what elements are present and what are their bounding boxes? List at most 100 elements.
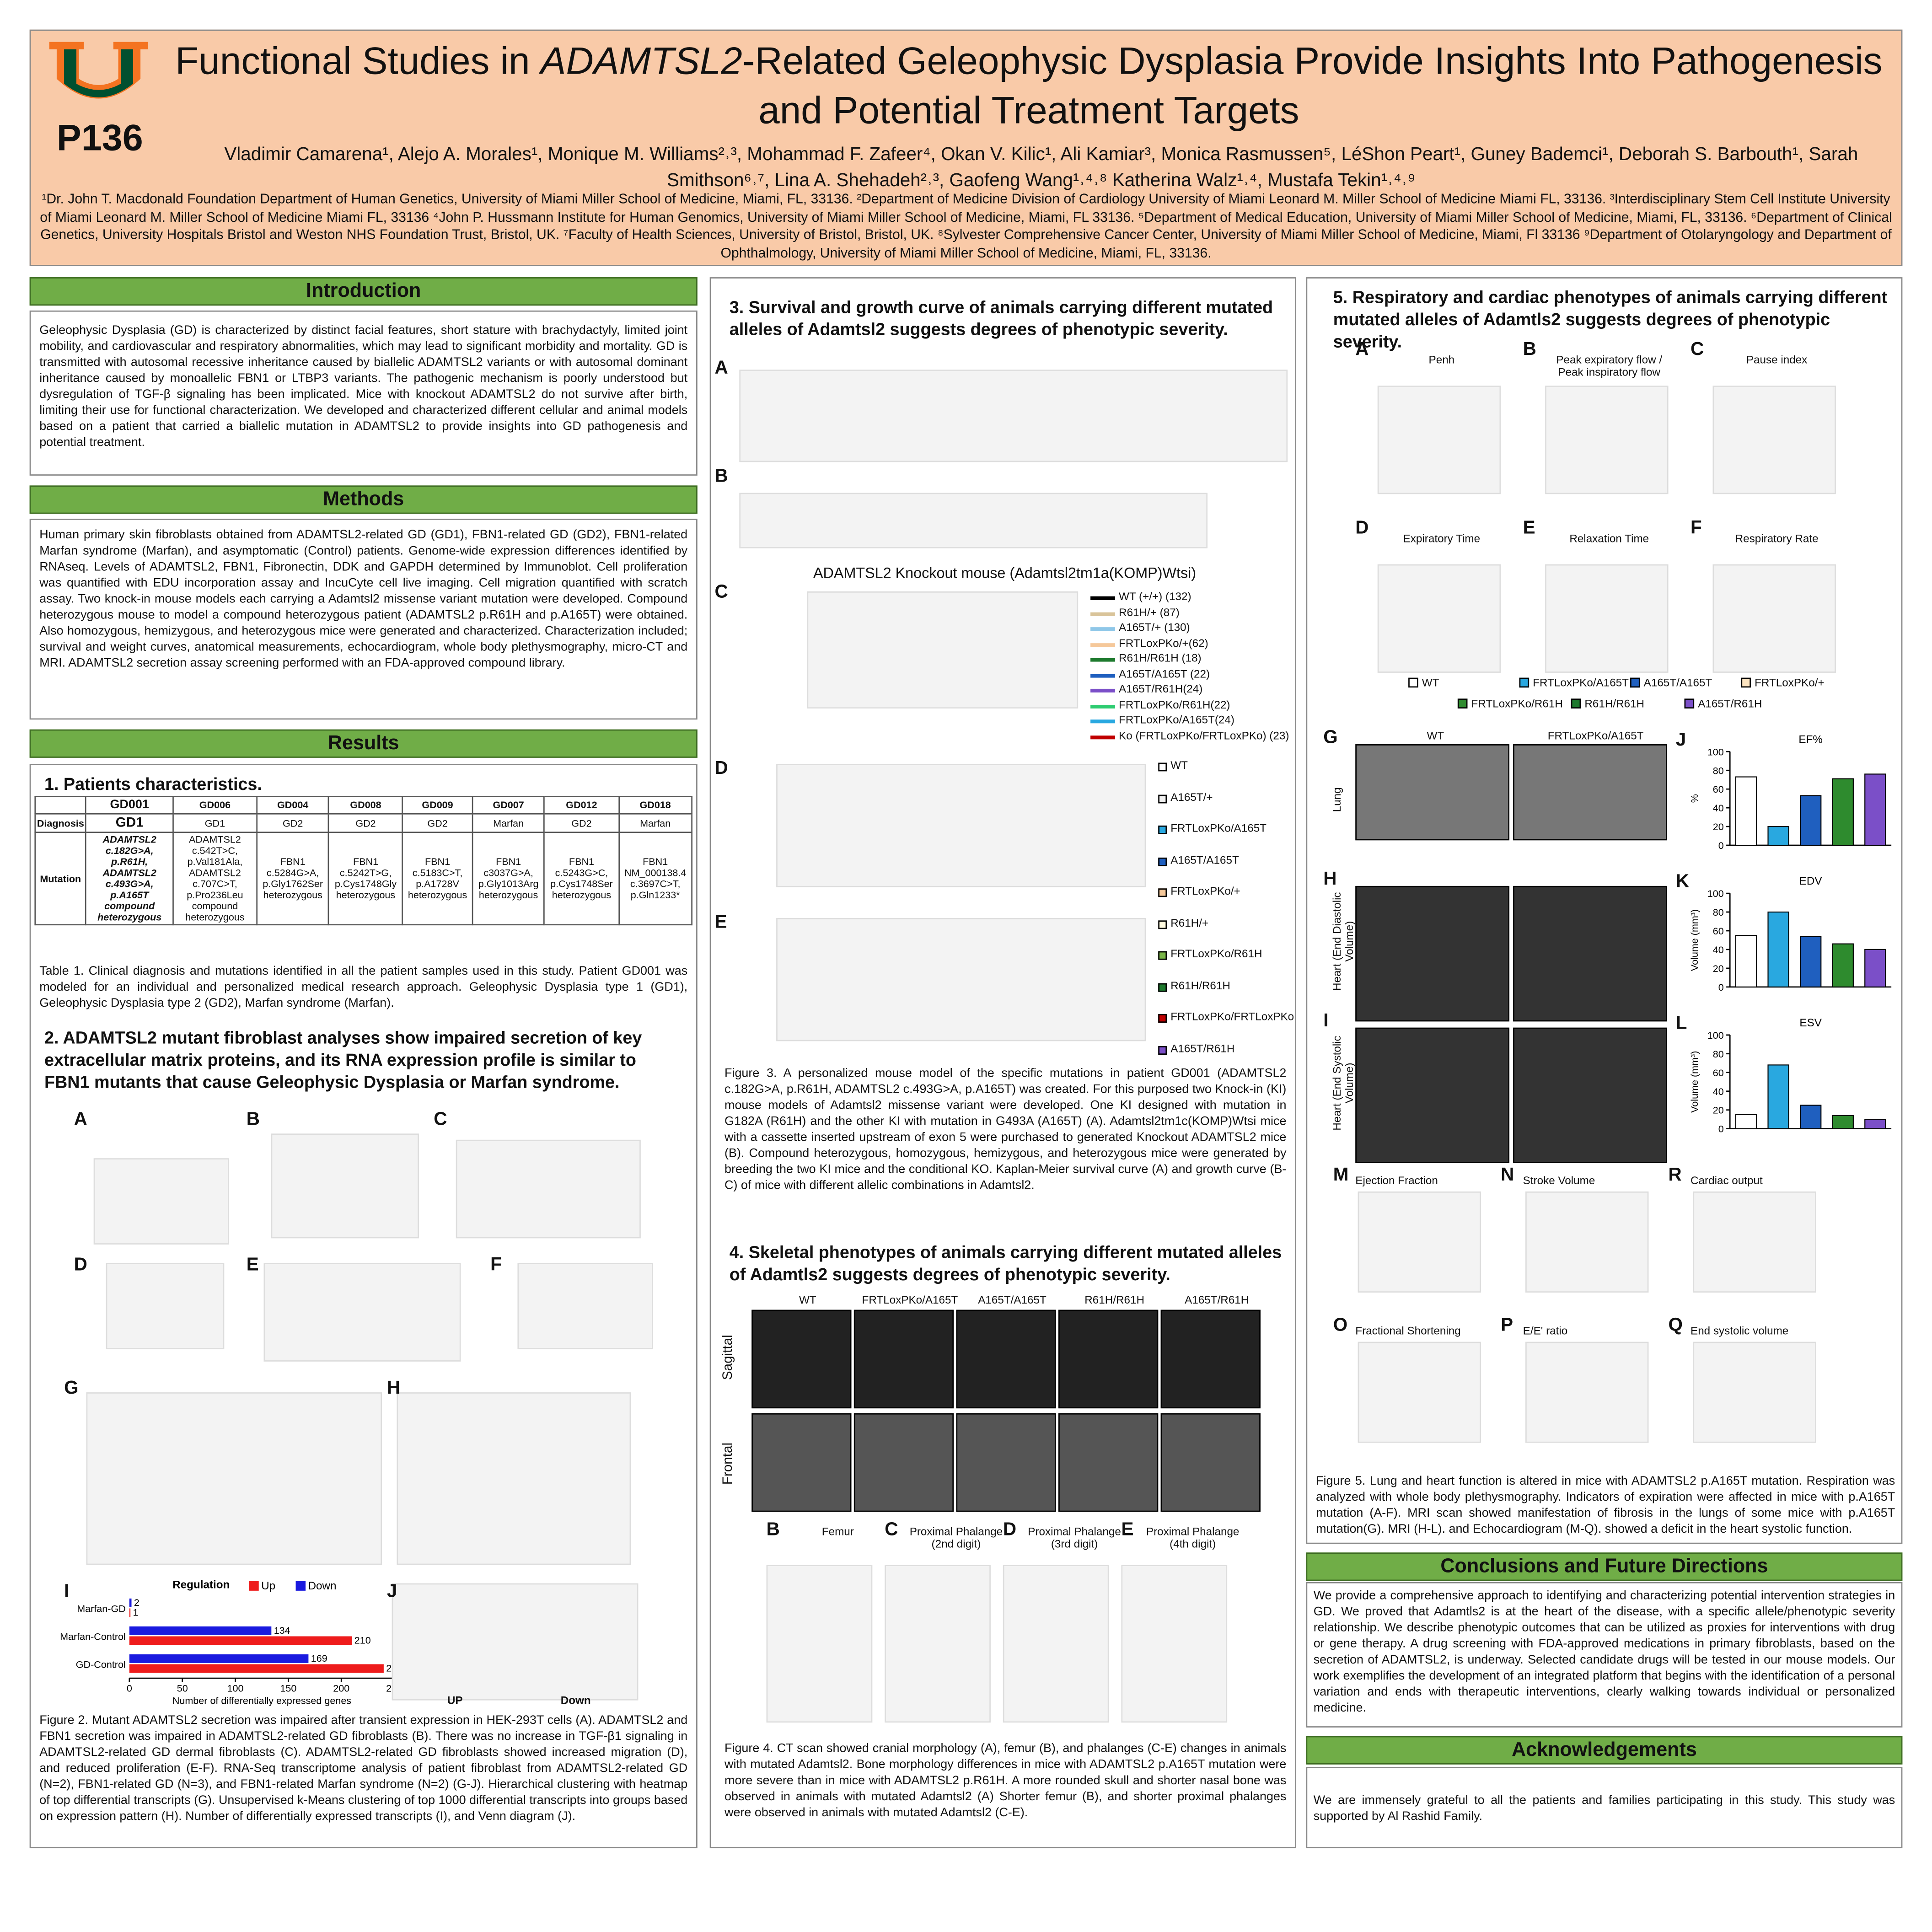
- bar: [129, 1654, 309, 1663]
- table-cell: Marfan: [472, 813, 545, 833]
- panel-title: Proximal Phalange (3rd digit): [1028, 1525, 1121, 1550]
- column-label: FRTLoxPKo/A165T: [862, 1293, 958, 1306]
- legend-swatch: [1571, 698, 1581, 708]
- bar: [1735, 935, 1757, 987]
- table-cell: ADAMTSL2 c.542T>C, p.Val181Ala, ADAMTSL2…: [172, 832, 258, 926]
- panel-title: Proximal Phalange (4th digit): [1146, 1525, 1240, 1550]
- panel-label: A: [1355, 338, 1369, 360]
- section-title: 1. Patients characteristics.: [44, 773, 262, 794]
- panel-title: Penh: [1428, 354, 1455, 366]
- figure-panel: [263, 1263, 461, 1362]
- legend-label: FRTLoxPKo/FRTLoxPKo: [1170, 1010, 1294, 1023]
- figure-panel: [1121, 1565, 1228, 1723]
- conclusions-text: We provide a comprehensive approach to i…: [1313, 1589, 1895, 1715]
- bar: [1735, 776, 1757, 846]
- bar: [129, 1664, 384, 1673]
- bar: [129, 1598, 132, 1607]
- panel-label: J: [1675, 729, 1686, 751]
- panel-title: Respiratory Rate: [1735, 532, 1819, 545]
- legend-label: A165T/+ (130): [1119, 621, 1190, 633]
- panel-label: F: [1690, 517, 1702, 539]
- bar: [1864, 949, 1886, 987]
- column-label: R61H/R61H: [1084, 1293, 1145, 1306]
- y-axis-label: Volume (mm³): [1689, 909, 1700, 971]
- panel-label: B: [766, 1519, 780, 1540]
- column-label: A165T/A165T: [978, 1293, 1046, 1306]
- column-label: WT: [799, 1293, 816, 1306]
- legend-label: FRTLoxPKo/+: [1755, 676, 1825, 689]
- y-tick-label: 40: [1713, 802, 1724, 814]
- legend-swatch: [249, 1581, 259, 1591]
- column-header: GD001: [85, 796, 174, 815]
- legend-label: R61H/+ (87): [1119, 606, 1180, 618]
- chart-title: ESV: [1799, 1017, 1822, 1029]
- row-label: Heart (End Systolic Volume): [1331, 1036, 1356, 1131]
- row-label: Lung: [1331, 787, 1343, 812]
- column-header: GD009: [402, 796, 473, 815]
- column-label: A165T/R61H: [1185, 1293, 1249, 1306]
- legend-swatch: [1158, 857, 1167, 866]
- figure-panel: [1525, 1342, 1649, 1443]
- y-tick-label: 100: [1707, 1030, 1724, 1041]
- table-row: Diagnosis GD1 GD1 GD2 GD2 GD2 Marfan GD2 Marfan: [34, 813, 692, 833]
- legend-swatch: [1090, 735, 1115, 739]
- title-gene: ADAMTSL2: [540, 39, 742, 83]
- bar: [1800, 795, 1822, 846]
- figure-panel: [1545, 386, 1669, 494]
- legend-swatch: [1158, 825, 1167, 834]
- panel-label: Q: [1668, 1315, 1683, 1336]
- panel-title: Expiratory Time: [1403, 532, 1481, 545]
- legend-label: A165T/+: [1170, 790, 1213, 803]
- bar: [1832, 1115, 1854, 1129]
- figure-panel: [86, 1392, 382, 1565]
- bar: [129, 1626, 272, 1635]
- panel-label: K: [1675, 871, 1689, 892]
- table-cell: GD1: [172, 813, 258, 833]
- ct-image: [1160, 1309, 1261, 1409]
- legend-swatch: [1741, 677, 1751, 688]
- legend-label: FRTLoxPKo/R61H: [1170, 947, 1262, 960]
- legend-swatch: [1090, 612, 1115, 616]
- table-cell: FBN1 c.5243G>C, p.Cys1748Ser heterozygou…: [543, 832, 620, 926]
- legend-swatch: [1158, 1014, 1167, 1023]
- panel-title: Peak expiratory flow / Peak inspiratory …: [1556, 354, 1663, 379]
- panel-title: Pause index: [1746, 354, 1808, 366]
- legend-label: FRTLoxPKo/+: [1170, 885, 1240, 897]
- figure-panel: [776, 918, 1146, 1041]
- y-tick-label: 0: [1718, 982, 1724, 993]
- panel-title: E/E' ratio: [1523, 1324, 1568, 1337]
- venn-label: UP: [447, 1694, 463, 1707]
- y-tick-label: 60: [1713, 925, 1724, 937]
- legend-label: FRTLoxPKo/A165T(24): [1119, 713, 1234, 726]
- intro-box: [29, 310, 698, 476]
- column-header: GD006: [172, 796, 258, 815]
- ct-image: [853, 1413, 954, 1512]
- panel-label: D: [1355, 517, 1369, 539]
- row-label: Heart (End Diastolic Volume): [1331, 892, 1356, 991]
- bar: [1767, 911, 1789, 987]
- y-tick-label: 20: [1713, 963, 1724, 974]
- panel-label: I: [64, 1581, 70, 1602]
- panel-label: C: [714, 581, 728, 603]
- chart-title: EDV: [1799, 875, 1823, 887]
- figure-panel: [739, 493, 1208, 548]
- panel-label: B: [1523, 338, 1536, 360]
- ack-text: We are immensely grateful to all the pat…: [1313, 1794, 1895, 1824]
- table-cell: FBN1 c.5183C>T, p.A1728V heterozygous: [402, 832, 473, 926]
- x-axis-label: Number of differentially expressed genes: [172, 1695, 351, 1707]
- panel-label: P: [1501, 1315, 1513, 1336]
- header: [29, 29, 1903, 266]
- figure-panel: [807, 591, 1079, 708]
- bar-chart: ESV Volume (mm³) 0 20 40 60 80 100: [1689, 1017, 1892, 1135]
- legend-swatch: [1158, 762, 1167, 772]
- legend-label: Ko (FRTLoxPKo/FRTLoxPKo) (23): [1119, 729, 1289, 741]
- section-title: 3. Survival and growth curve of animals …: [729, 297, 1273, 339]
- intro-text: Geleophysic Dysplasia (GD) is characteri…: [39, 324, 688, 450]
- table-cell: ADAMTSL2 c.182G>A, p.R61H, ADAMTSL2 c.49…: [85, 832, 174, 926]
- legend-label: FRTLoxPKo/+(62): [1119, 636, 1208, 649]
- x-tick-label: 150: [280, 1683, 296, 1694]
- mri-image: [1355, 1027, 1510, 1164]
- figure-panel: [1712, 564, 1836, 673]
- panel-label: F: [490, 1254, 502, 1276]
